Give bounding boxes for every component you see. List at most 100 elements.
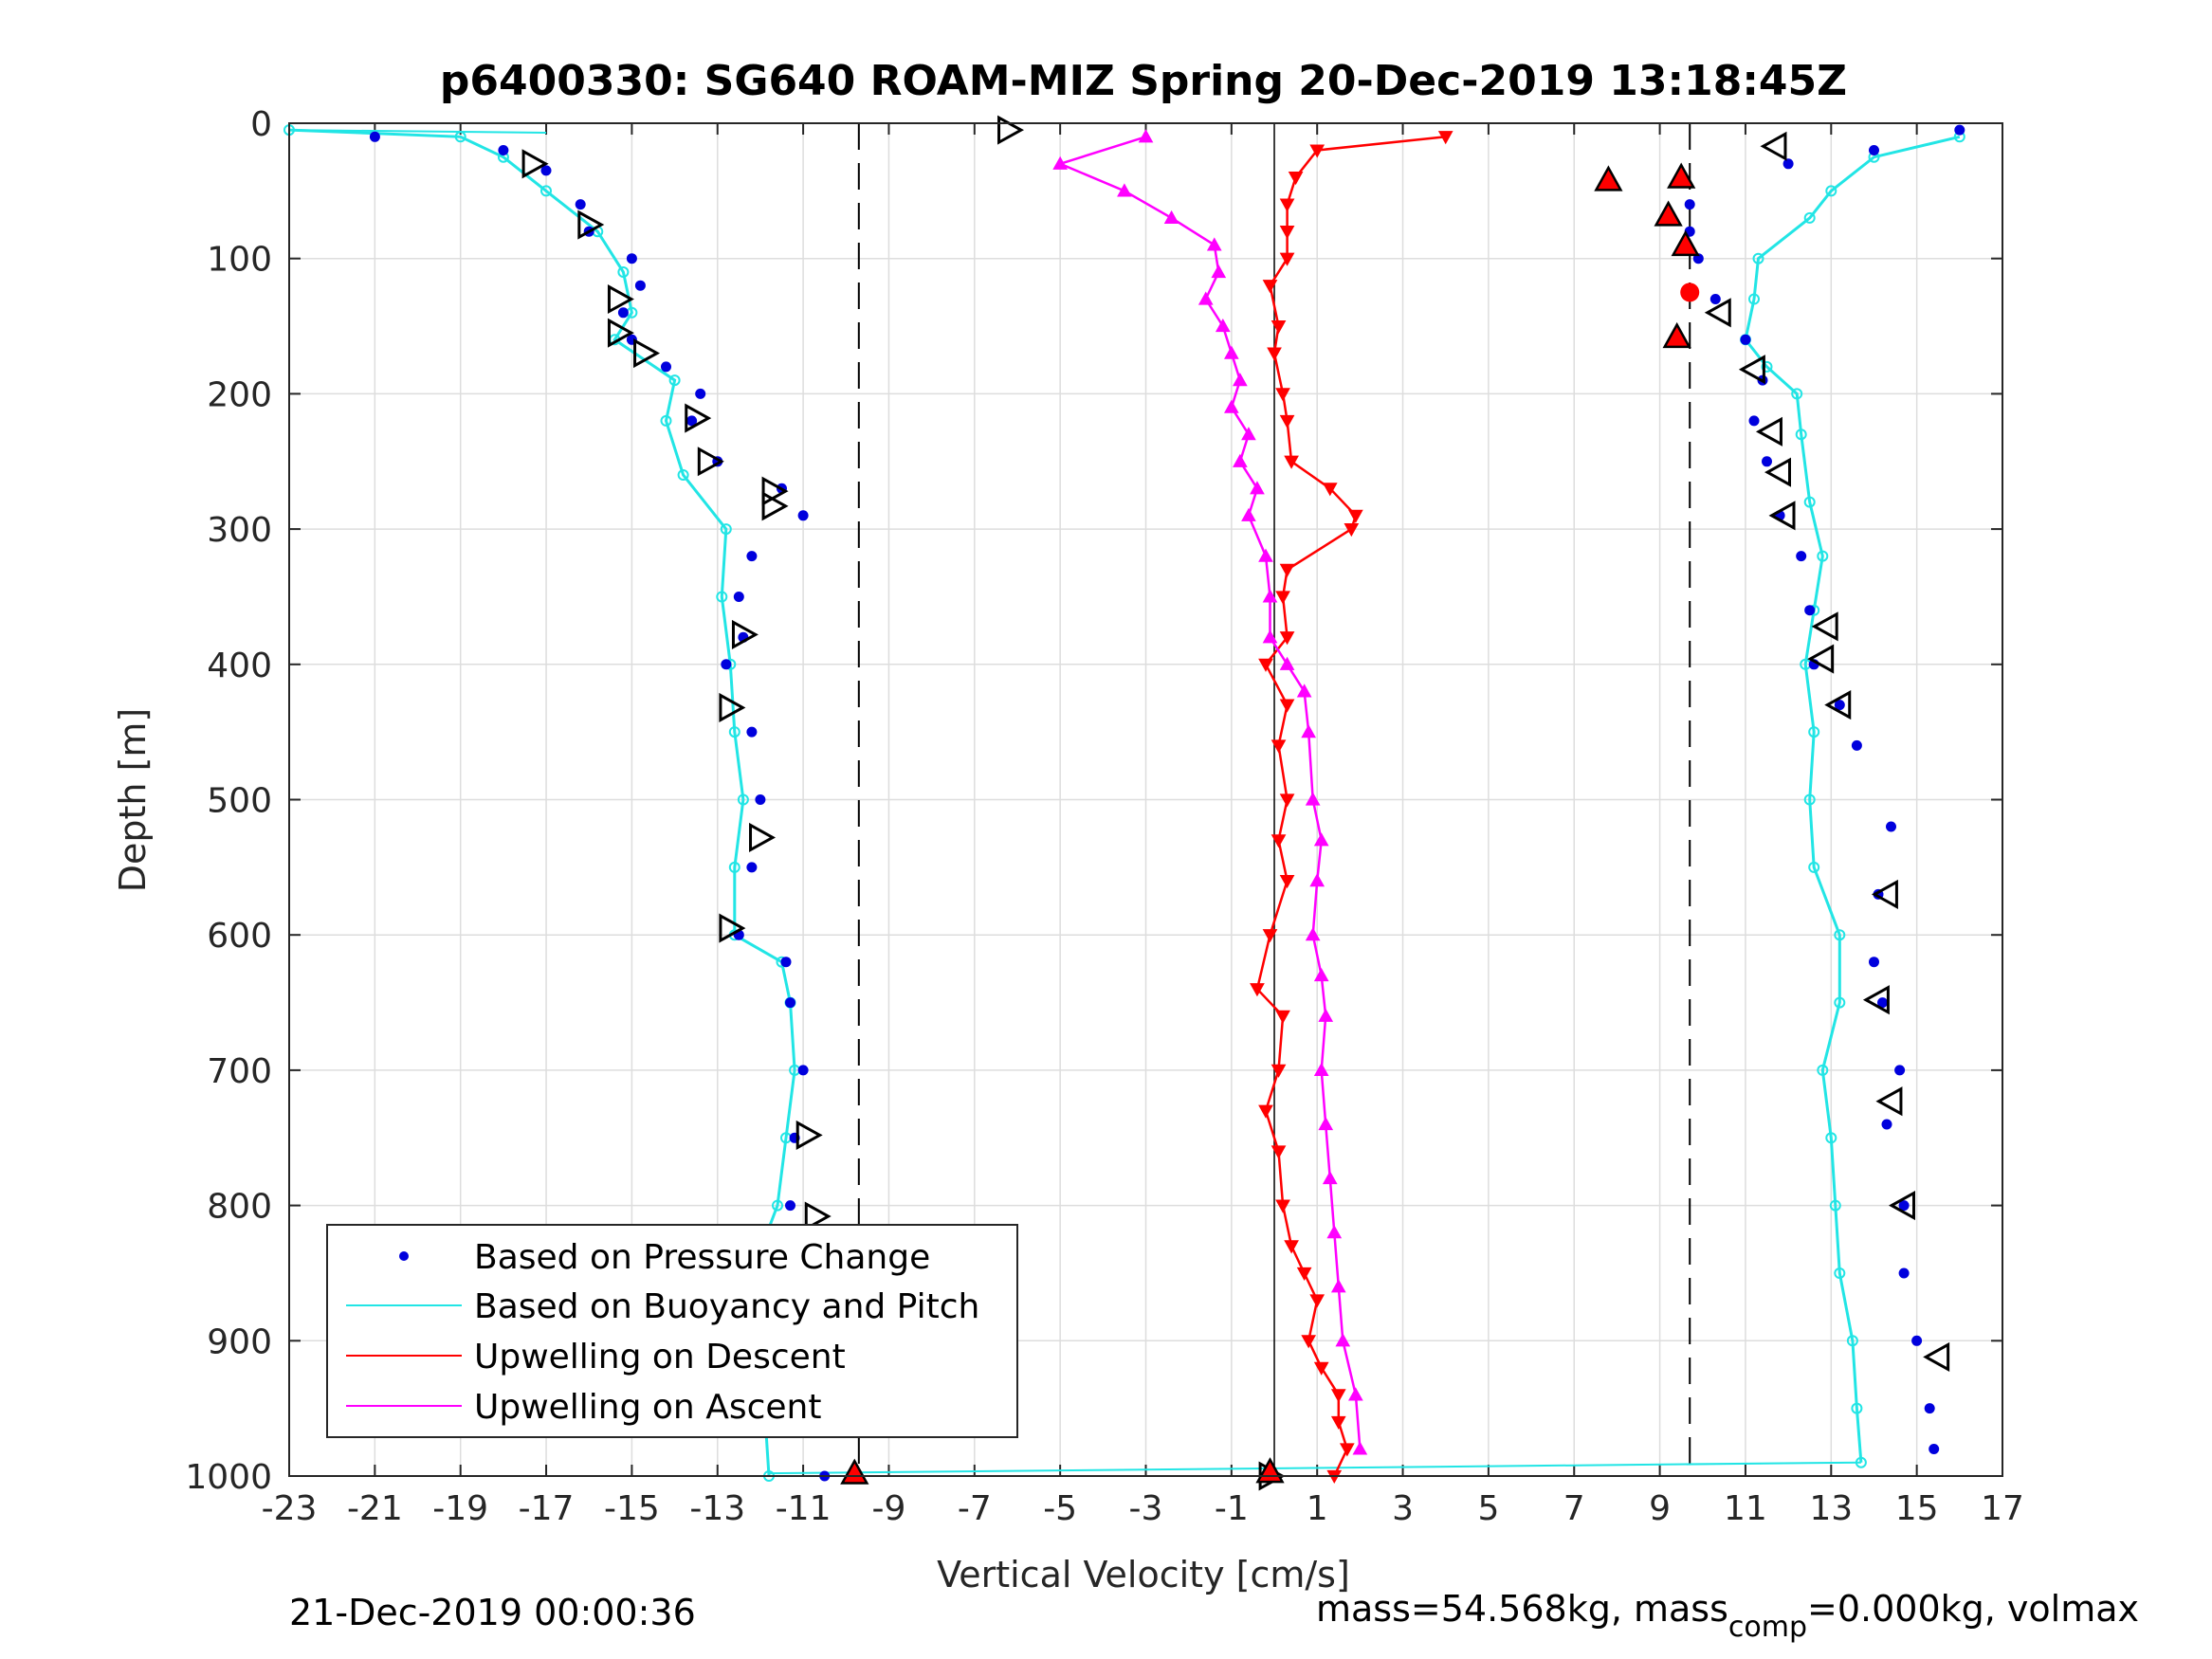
pressure-ascent-point <box>1796 551 1807 562</box>
buoyancy-point <box>1791 388 1803 400</box>
black-triangle-marker <box>749 822 777 853</box>
pressure-ascent-point <box>1762 456 1772 467</box>
black-triangle-marker <box>1738 355 1765 385</box>
black-triangle-marker <box>577 210 605 240</box>
x-tick-label: -17 <box>519 1489 575 1528</box>
buoyancy-ascent-line <box>1744 135 1961 1463</box>
pressure-ascent-point <box>1804 605 1816 616</box>
upwelling-descent-marker <box>1258 1104 1273 1119</box>
y-tick-label: 800 <box>207 1188 272 1227</box>
legend-label-pressure: Based on Pressure Change <box>474 1238 930 1277</box>
x-tick-label: -3 <box>1129 1489 1163 1528</box>
upwelling-ascent-marker <box>1322 1171 1338 1185</box>
buoyancy-point <box>1825 1132 1837 1144</box>
upwelling-ascent-marker <box>1215 319 1231 333</box>
buoyancy-point <box>1808 726 1820 738</box>
buoyancy-point <box>1851 1402 1863 1414</box>
upwelling-descent-marker <box>1262 929 1278 943</box>
pressure-descent-point <box>498 145 509 155</box>
pressure-ascent-point <box>1834 700 1845 711</box>
pressure-descent-point <box>733 592 744 602</box>
buoyancy-point <box>728 861 740 873</box>
pressure-ascent-point <box>1886 821 1896 832</box>
pressure-descent-point <box>785 997 795 1009</box>
black-triangle-marker <box>1768 501 1796 531</box>
buoyancy-point <box>1829 1199 1841 1212</box>
black-triangle-marker <box>761 491 789 521</box>
upwelling-ascent-marker <box>1163 210 1179 224</box>
black-triangle-marker <box>795 1120 823 1150</box>
x-tick-label: 13 <box>1809 1489 1853 1528</box>
red-triangle-marker <box>840 1458 869 1485</box>
upwelling-descent-marker <box>1279 875 1295 889</box>
legend-marker-pressure <box>399 1251 409 1261</box>
x-tick-label: 5 <box>1477 1489 1499 1528</box>
buoyancy-point <box>617 266 630 278</box>
upwelling-descent-marker <box>1271 1145 1287 1159</box>
upwelling-descent-marker <box>1275 1199 1290 1213</box>
y-tick-label: 700 <box>207 1052 272 1091</box>
black-triangle-marker <box>804 1201 832 1231</box>
buoyancy-point <box>720 523 732 536</box>
black-triangle-marker <box>761 476 789 506</box>
pressure-ascent-point <box>1851 739 1862 751</box>
upwelling-ascent-marker <box>1296 684 1312 698</box>
upwelling-descent-marker <box>1262 280 1278 294</box>
buoyancy-point <box>1825 185 1837 197</box>
upwelling-ascent-marker <box>1313 832 1329 847</box>
pressure-ascent-point <box>1911 1335 1923 1346</box>
x-tick-label: 7 <box>1563 1489 1585 1528</box>
pressure-ascent-point <box>1881 1119 1892 1130</box>
pressure-ascent-point <box>1924 1403 1935 1414</box>
footer-mass-info: mass=54.568kg, masscomp=0.000kg, volmax <box>1316 1588 2139 1644</box>
y-tick-label: 200 <box>207 375 272 414</box>
pressure-descent-point <box>540 165 552 176</box>
upwelling-ascent-marker <box>1138 129 1154 143</box>
buoyancy-point <box>1834 996 1846 1009</box>
pressure-descent-point <box>797 510 809 521</box>
black-triangle-marker <box>1811 611 1838 642</box>
upwelling-ascent-marker <box>1330 1279 1346 1293</box>
black-triangle-marker <box>719 692 746 723</box>
pressure-descent-point <box>634 280 646 291</box>
pressure-descent-point <box>695 388 706 399</box>
pressure-ascent-point <box>1898 1267 1910 1279</box>
upwelling-ascent-marker <box>1318 1116 1334 1131</box>
pressure-ascent-point <box>1898 1200 1910 1212</box>
buoyancy-point <box>1803 793 1816 806</box>
upwelling-ascent-marker <box>1052 155 1068 170</box>
black-triangle-marker <box>731 619 759 649</box>
x-tick-label: -5 <box>1043 1489 1077 1528</box>
red-triangle-marker <box>1671 229 1700 257</box>
buoyancy-surface-transition <box>288 129 547 134</box>
pressure-descent-point <box>686 415 698 427</box>
upwelling-descent-marker <box>1296 1267 1312 1281</box>
pressure-descent-point <box>746 862 758 873</box>
x-tick-label: -7 <box>958 1489 992 1528</box>
y-axis-label: Depth [m] <box>112 708 154 893</box>
upwelling-descent-marker <box>1275 591 1290 605</box>
red-triangle-marker <box>1662 321 1691 349</box>
pressure-ascent-point <box>1782 158 1794 170</box>
upwelling-descent-marker <box>1301 1335 1317 1349</box>
upwelling-ascent-marker <box>1117 183 1132 197</box>
upwelling-descent-marker <box>1279 198 1295 212</box>
black-triangle-marker <box>1760 131 1787 161</box>
legend-box <box>326 1224 1018 1438</box>
red-triangle-marker <box>1654 200 1683 227</box>
pressure-descent-point <box>575 199 586 210</box>
red-triangle-marker <box>1667 162 1696 189</box>
upwelling-descent-marker <box>1309 1294 1325 1308</box>
upwelling-ascent-marker <box>1348 1387 1363 1401</box>
upwelling-descent-marker <box>1267 347 1282 361</box>
pressure-ascent-point <box>1869 145 1879 155</box>
buoyancy-point <box>1803 211 1816 224</box>
upwelling-descent-marker <box>1279 252 1295 266</box>
upwelling-descent-marker <box>1279 563 1295 577</box>
upwelling-descent-marker <box>1258 658 1273 672</box>
buoyancy-point <box>772 1199 783 1212</box>
red-triangle-marker <box>1594 165 1623 191</box>
axes-box <box>288 122 2003 1477</box>
pressure-descent-point <box>626 253 637 264</box>
y-tick-labels: 0 100 200 300 400 500 600 700 800 900 1000 <box>185 105 272 1497</box>
